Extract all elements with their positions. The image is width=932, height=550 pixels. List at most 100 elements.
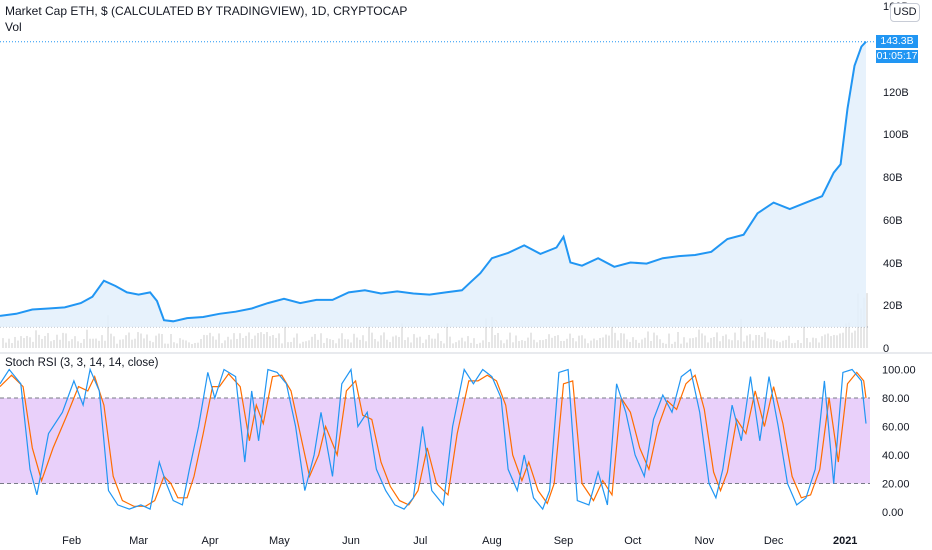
volume-bar bbox=[512, 342, 514, 348]
volume-bar bbox=[404, 339, 406, 348]
volume-bar bbox=[50, 341, 52, 348]
volume-bar bbox=[758, 335, 760, 348]
volume-bar bbox=[521, 340, 523, 348]
volume-bar bbox=[2, 338, 4, 348]
volume-bar bbox=[635, 339, 637, 348]
volume-bar bbox=[671, 343, 673, 348]
rsi-band bbox=[0, 398, 870, 484]
volume-bar bbox=[458, 340, 460, 348]
volume-bar bbox=[488, 341, 490, 348]
volume-bar bbox=[551, 337, 553, 348]
volume-bar bbox=[620, 333, 622, 348]
volume-bar bbox=[632, 337, 634, 348]
volume-bar bbox=[269, 336, 271, 348]
volume-bar bbox=[62, 332, 64, 348]
volume-bar bbox=[638, 342, 640, 348]
volume-bar bbox=[581, 335, 583, 348]
volume-bar bbox=[89, 338, 91, 348]
volume-bar bbox=[617, 340, 619, 348]
volume-bar bbox=[467, 336, 469, 348]
volume-bar bbox=[95, 338, 97, 348]
volume-bar bbox=[482, 340, 484, 348]
volume-bar bbox=[272, 334, 274, 348]
volume-bar bbox=[92, 338, 94, 348]
volume-bar bbox=[110, 333, 112, 348]
volume-bar bbox=[206, 335, 208, 348]
volume-bar bbox=[41, 338, 43, 348]
volume-bar bbox=[584, 338, 586, 348]
volume-bar bbox=[317, 339, 319, 348]
price-tick-label: 20B bbox=[883, 300, 903, 312]
volume-bar bbox=[746, 335, 748, 348]
volume-bar bbox=[500, 340, 502, 348]
volume-bar bbox=[443, 343, 445, 348]
volume-bar bbox=[257, 333, 259, 348]
volume-bar bbox=[353, 333, 355, 348]
volume-bar bbox=[344, 339, 346, 348]
volume-bar bbox=[266, 331, 268, 348]
volume-bar bbox=[485, 318, 487, 348]
volume-bar bbox=[359, 339, 361, 348]
currency-button[interactable]: USD bbox=[890, 3, 920, 22]
volume-bar bbox=[122, 339, 124, 348]
volume-bar bbox=[542, 340, 544, 348]
volume-bar bbox=[20, 336, 22, 348]
volume-bar bbox=[368, 325, 370, 348]
volume-bar bbox=[560, 340, 562, 348]
volume-bar bbox=[680, 343, 682, 348]
price-tick-label: 120B bbox=[883, 87, 909, 99]
volume-bar bbox=[545, 339, 547, 348]
volume-bar bbox=[566, 338, 568, 348]
volume-bar bbox=[719, 341, 721, 348]
volume-bar bbox=[590, 340, 592, 348]
volume-bar bbox=[32, 341, 34, 348]
volume-bar bbox=[341, 333, 343, 348]
volume-bar bbox=[329, 339, 331, 348]
volume-bar bbox=[29, 337, 31, 348]
volume-bar bbox=[776, 341, 778, 348]
volume-bar bbox=[128, 332, 130, 348]
volume-bar bbox=[56, 334, 58, 348]
volume-bar bbox=[656, 335, 658, 348]
volume-bar bbox=[191, 343, 193, 348]
volume-bar bbox=[578, 335, 580, 348]
volume-bar bbox=[38, 334, 40, 348]
x-tick-label: Jul bbox=[413, 535, 427, 547]
volume-bar bbox=[362, 335, 364, 348]
volume-bar bbox=[614, 332, 616, 348]
volume-bar bbox=[530, 332, 532, 348]
price-tick-label: 60B bbox=[883, 215, 903, 227]
volume-bar bbox=[743, 341, 745, 348]
x-tick-label: Nov bbox=[695, 535, 715, 547]
x-tick-label: Dec bbox=[764, 535, 784, 547]
volume-bar bbox=[248, 332, 250, 348]
volume-bar bbox=[698, 329, 700, 348]
volume-bar bbox=[725, 334, 727, 348]
volume-bar bbox=[518, 341, 520, 348]
volume-bar bbox=[665, 343, 667, 348]
volume-bar bbox=[599, 338, 601, 348]
volume-bar bbox=[437, 333, 439, 348]
price-tick-label: 80B bbox=[883, 172, 903, 184]
volume-bar bbox=[686, 342, 688, 348]
volume-bar bbox=[515, 335, 517, 348]
indicator-label[interactable]: Stoch RSI (3, 3, 14, 14, close) bbox=[5, 357, 159, 369]
volume-bar bbox=[533, 339, 535, 348]
volume-bar bbox=[398, 336, 400, 348]
volume-bar bbox=[17, 340, 19, 348]
volume-bar bbox=[305, 341, 307, 348]
volume-bar bbox=[464, 341, 466, 348]
volume-bar bbox=[281, 343, 283, 348]
rsi-tick-label: 20.00 bbox=[882, 479, 910, 491]
rsi-tick-label: 60.00 bbox=[882, 422, 910, 434]
volume-bar bbox=[389, 342, 391, 348]
volume-bar bbox=[824, 334, 826, 348]
volume-bar bbox=[866, 293, 868, 348]
volume-bar bbox=[623, 333, 625, 348]
volume-bar bbox=[212, 336, 214, 348]
volume-bar bbox=[59, 339, 61, 348]
volume-bar bbox=[650, 341, 652, 348]
volume-bar bbox=[320, 333, 322, 348]
price-line bbox=[0, 41, 867, 323]
